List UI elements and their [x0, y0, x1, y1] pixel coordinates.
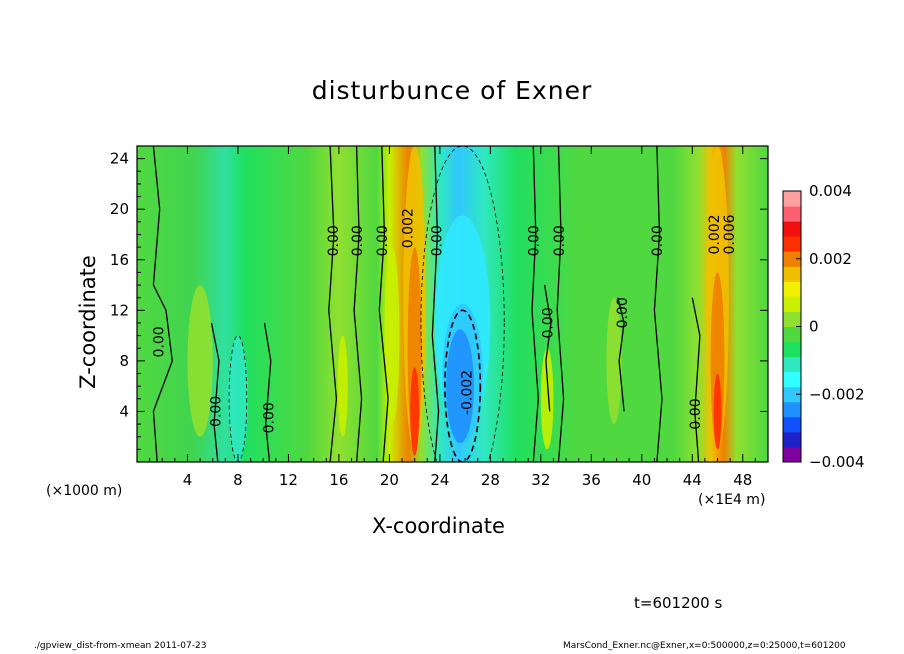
x-tick-label: 32 [531, 471, 550, 489]
contour-line [543, 284, 552, 412]
x-tick-label: 36 [582, 471, 601, 489]
colorbar-swatch [783, 266, 801, 282]
colorbar-swatch [783, 326, 801, 343]
contour-label: 0.00 [209, 396, 225, 427]
x-tick-label: 44 [683, 471, 702, 489]
x-tick-label: 24 [430, 471, 449, 489]
contour-label: 0.00 [527, 225, 543, 256]
contour-line [152, 146, 173, 462]
time-annotation: t=601200 s [634, 594, 723, 612]
y-tick-label: 20 [110, 200, 129, 218]
x-axis-label: X-coordinate [372, 514, 505, 538]
x-tick-label: 48 [733, 471, 752, 489]
y-tick-label: 24 [110, 150, 129, 168]
colorbar-swatch [783, 191, 801, 207]
colorbar-swatch [783, 281, 801, 297]
field-blob [187, 285, 213, 437]
contour-label: 0.00 [262, 402, 278, 433]
field-blob [227, 335, 249, 462]
colorbar-swatch [783, 206, 801, 222]
colorbar-swatch [783, 311, 801, 327]
contour-line [431, 146, 440, 462]
contour-label: 0.00 [350, 225, 366, 256]
contour-label: 0.00 [552, 225, 568, 256]
colorbar-swatch [783, 251, 801, 267]
contour-line-negative [444, 309, 482, 462]
contour-label: 0.00 [429, 225, 445, 256]
x-tick-label: 4 [183, 471, 193, 489]
colorbar-tick-label: −0.002 [809, 385, 865, 403]
x-tick-label: 8 [233, 471, 243, 489]
field-blob [337, 335, 348, 437]
contour-line [328, 146, 338, 462]
contour-line [691, 297, 701, 462]
y-axis-label: Z-coordinate [76, 255, 100, 389]
contour-label: 0.00 [688, 398, 704, 429]
contour-line-negative [420, 146, 505, 462]
y-tick-label: 4 [119, 402, 129, 420]
contour-label: 0.002 [707, 214, 723, 254]
footer-right: MarsCond_Exner.nc@Exner,x=0:500000,z=0:2… [563, 641, 846, 651]
x-tick-label: 20 [380, 471, 399, 489]
x-unit-label: (×1000 m) [46, 483, 123, 499]
contour-line [353, 146, 363, 462]
contour-line [263, 322, 272, 462]
footer-left: ./gpview_dist-from-xmean 2011-07-23 [34, 641, 207, 651]
contour-line [210, 322, 220, 462]
colorbar-tick-label: 0.004 [809, 182, 852, 200]
colorbar-swatch [783, 431, 801, 448]
x-unit-label-secondary: (×1E4 m) [698, 492, 766, 508]
colorbar-swatch [783, 446, 801, 463]
colorbar-tick-label: −0.004 [809, 453, 865, 471]
y-tick-label: 12 [110, 301, 129, 319]
field-blob [540, 348, 554, 450]
contour-label: 0.00 [615, 297, 631, 328]
colorbar-swatch [783, 221, 801, 237]
contour-label: 0.00 [540, 307, 556, 338]
contour-label: 0.00 [375, 225, 391, 256]
x-tick-label: 28 [481, 471, 500, 489]
colorbar-swatch [783, 401, 801, 418]
colorbar-swatch [783, 386, 801, 403]
colorbar-swatch [783, 356, 801, 373]
chart-title: disturbunce of Exner [311, 76, 593, 105]
field-blob [713, 373, 722, 450]
colorbar-swatch [783, 236, 801, 252]
contour-label: -0.002 [460, 370, 476, 415]
x-tick-label: 16 [329, 471, 348, 489]
y-tick-label: 16 [110, 251, 129, 269]
field-blob [384, 247, 400, 425]
contour-label: 0.00 [326, 225, 342, 256]
contour-label: 0.006 [722, 214, 738, 254]
field-blob [446, 329, 474, 444]
x-tick-label: 40 [632, 471, 651, 489]
contour-label: 0.00 [650, 225, 666, 256]
colorbar-tick-label: 0.002 [809, 250, 852, 268]
y-tick-label: 8 [119, 352, 129, 370]
contour-label: 0.002 [400, 208, 416, 248]
colorbar-swatch [783, 416, 801, 433]
contour-label: 0.00 [152, 326, 168, 357]
colorbar-swatch [783, 341, 801, 358]
contour-line [378, 146, 389, 462]
colorbar-swatch [783, 371, 801, 388]
x-tick-label: 12 [279, 471, 298, 489]
field-blob [410, 367, 420, 456]
contour-line [617, 297, 625, 412]
contour-line [653, 146, 663, 462]
colorbar-swatch [783, 296, 801, 312]
contour-line [531, 146, 539, 462]
colorbar-tick-label: 0 [809, 318, 819, 336]
contour-line [556, 146, 565, 462]
field-blob [606, 297, 622, 425]
